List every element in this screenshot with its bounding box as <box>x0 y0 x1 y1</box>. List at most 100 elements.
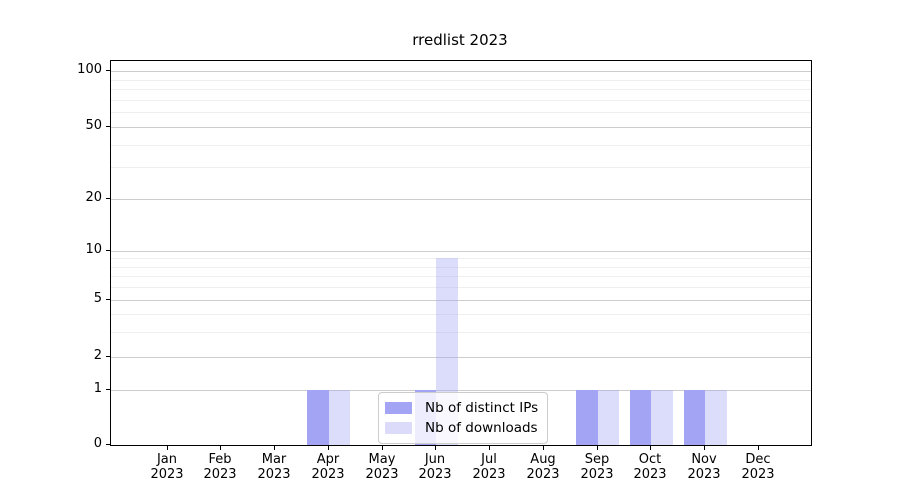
x-tick-year: 2023 <box>257 467 291 482</box>
x-tick-label-mar-2023: Mar 2023 <box>242 452 306 482</box>
x-tick-mark-feb-2023 <box>220 446 221 450</box>
gridline-minor-9 <box>111 258 811 259</box>
x-tick-label-may-2023: May 2023 <box>350 452 414 482</box>
y-tick-label-0: 0 <box>93 436 102 451</box>
x-tick-label-aug-2023: Aug 2023 <box>511 452 575 482</box>
y-tick-label-2: 2 <box>93 348 102 363</box>
plot-area: Nb of distinct IPs Nb of downloads <box>110 60 812 446</box>
x-tick-year: 2023 <box>203 467 237 482</box>
y-tick-label-50: 50 <box>85 118 102 133</box>
gridline-major-50 <box>111 127 811 128</box>
x-tick-mark-aug-2023 <box>543 446 544 450</box>
x-tick-label-jan-2023: Jan 2023 <box>135 452 199 482</box>
x-tick-label-apr-2023: Apr 2023 <box>296 452 360 482</box>
x-tick-month: Jun <box>424 452 446 467</box>
y-tick-mark-5 <box>106 299 110 300</box>
x-tick-year: 2023 <box>741 467 775 482</box>
legend-row-nb-of-distinct-ips: Nb of distinct IPs <box>385 398 538 418</box>
y-tick-label-20: 20 <box>85 190 102 205</box>
bar-nb-of-distinct-ips-nov-2023 <box>683 390 706 445</box>
gridline-major-1 <box>111 390 811 391</box>
bar-nb-of-distinct-ips-oct-2023 <box>629 390 652 445</box>
gridline-minor-90 <box>111 80 811 81</box>
x-tick-label-jul-2023: Jul 2023 <box>457 452 521 482</box>
x-tick-mark-dec-2023 <box>758 446 759 450</box>
y-tick-label-10: 10 <box>85 242 102 257</box>
y-tick-mark-20 <box>106 198 110 199</box>
x-tick-month: Jan <box>156 452 178 467</box>
bar-nb-of-distinct-ips-sep-2023 <box>576 390 598 445</box>
x-tick-month: Mar <box>261 452 287 467</box>
x-tick-mark-apr-2023 <box>328 446 329 450</box>
legend-row-nb-of-downloads: Nb of downloads <box>385 418 538 438</box>
gridline-major-10 <box>111 251 811 252</box>
y-tick-label-100: 100 <box>77 62 102 77</box>
x-tick-mark-oct-2023 <box>650 446 651 450</box>
gridline-minor-3 <box>111 332 811 333</box>
x-tick-year: 2023 <box>633 467 667 482</box>
x-tick-year: 2023 <box>311 467 345 482</box>
y-tick-mark-100 <box>106 70 110 71</box>
gridline-minor-70 <box>111 100 811 101</box>
y-tick-label-1: 1 <box>93 381 102 396</box>
x-tick-mark-may-2023 <box>382 446 383 450</box>
x-tick-mark-sep-2023 <box>597 446 598 450</box>
x-tick-year: 2023 <box>472 467 506 482</box>
x-tick-month: Nov <box>691 452 717 467</box>
x-tick-label-oct-2023: Oct 2023 <box>618 452 682 482</box>
x-tick-mark-nov-2023 <box>704 446 705 450</box>
gridline-minor-4 <box>111 314 811 315</box>
legend-label-nb-of-downloads: Nb of downloads <box>425 420 538 436</box>
x-tick-label-feb-2023: Feb 2023 <box>188 452 252 482</box>
x-tick-year: 2023 <box>687 467 721 482</box>
gridline-minor-60 <box>111 112 811 113</box>
gridline-minor-30 <box>111 167 811 168</box>
x-tick-year: 2023 <box>150 467 184 482</box>
y-tick-mark-50 <box>106 126 110 127</box>
x-tick-label-sep-2023: Sep 2023 <box>565 452 629 482</box>
bar-nb-of-downloads-apr-2023 <box>328 390 351 445</box>
gridline-major-5 <box>111 300 811 301</box>
y-tick-mark-2 <box>106 356 110 357</box>
legend-label-nb-of-distinct-ips: Nb of distinct IPs <box>425 400 539 416</box>
legend-swatch-nb-of-downloads <box>385 422 412 434</box>
x-tick-month: Apr <box>316 452 340 467</box>
x-tick-year: 2023 <box>526 467 560 482</box>
x-tick-month: May <box>368 452 396 467</box>
legend-swatch-nb-of-distinct-ips <box>385 402 412 414</box>
x-tick-label-dec-2023: Dec 2023 <box>726 452 790 482</box>
bar-nb-of-downloads-sep-2023 <box>597 390 620 445</box>
y-tick-mark-10 <box>106 250 110 251</box>
gridline-major-20 <box>111 199 811 200</box>
y-tick-mark-0 <box>106 444 110 445</box>
gridline-minor-80 <box>111 89 811 90</box>
chart-title: rredlist 2023 <box>412 31 508 49</box>
x-tick-month: Jul <box>481 452 497 467</box>
x-tick-month: Sep <box>584 452 610 467</box>
y-tick-mark-1 <box>106 389 110 390</box>
x-tick-month: Aug <box>530 452 556 467</box>
bar-nb-of-downloads-nov-2023 <box>705 390 727 445</box>
x-tick-label-jun-2023: Jun 2023 <box>403 452 467 482</box>
x-tick-month: Feb <box>208 452 232 467</box>
y-tick-label-5: 5 <box>93 291 102 306</box>
x-tick-mark-jun-2023 <box>435 446 436 450</box>
gridline-minor-40 <box>111 145 811 146</box>
bar-nb-of-downloads-oct-2023 <box>651 390 673 445</box>
x-tick-year: 2023 <box>418 467 452 482</box>
x-tick-month: Dec <box>745 452 771 467</box>
gridline-minor-8 <box>111 267 811 268</box>
x-tick-year: 2023 <box>580 467 614 482</box>
bar-nb-of-distinct-ips-apr-2023 <box>307 390 329 445</box>
gridline-minor-7 <box>111 276 811 277</box>
x-tick-mark-mar-2023 <box>274 446 275 450</box>
gridline-major-2 <box>111 357 811 358</box>
x-tick-mark-jan-2023 <box>167 446 168 450</box>
x-tick-mark-jul-2023 <box>489 446 490 450</box>
gridline-minor-6 <box>111 287 811 288</box>
legend: Nb of distinct IPs Nb of downloads <box>378 392 549 444</box>
x-tick-label-nov-2023: Nov 2023 <box>672 452 736 482</box>
x-tick-month: Oct <box>638 452 662 467</box>
gridline-major-100 <box>111 71 811 72</box>
